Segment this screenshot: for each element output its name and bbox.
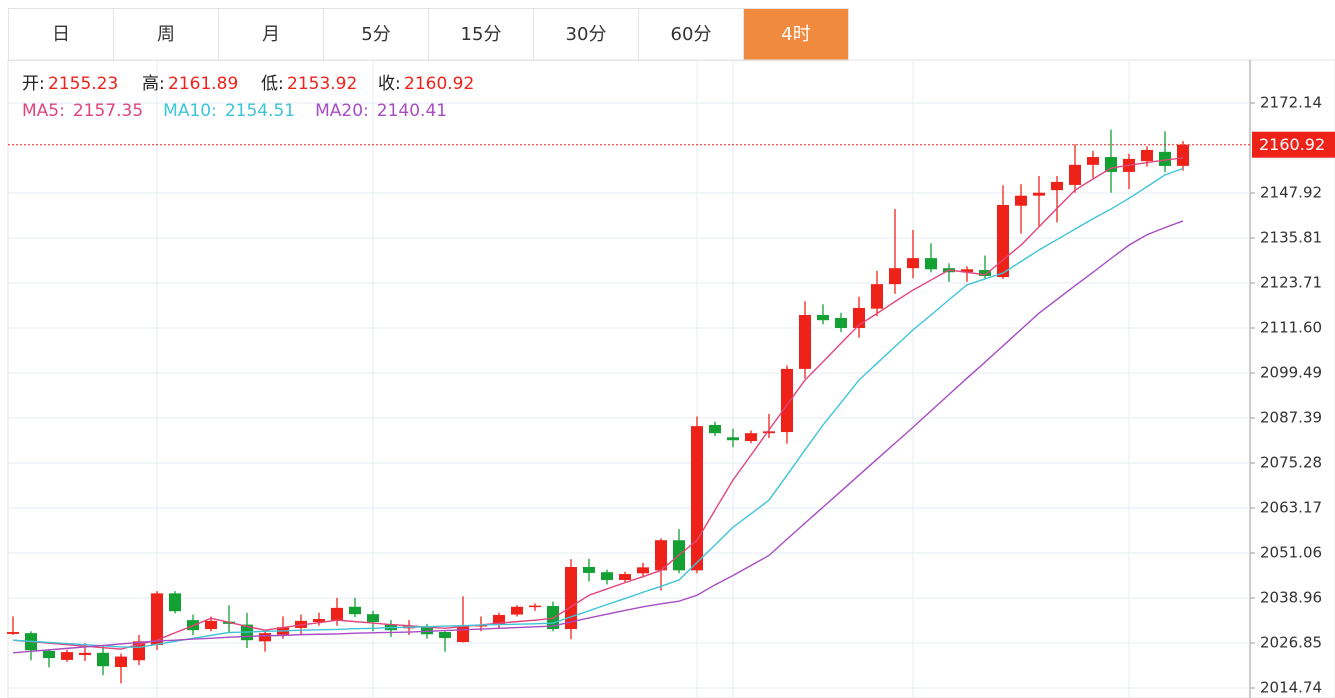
ma-line <box>12 157 1184 650</box>
period-tab[interactable]: 4时 <box>744 9 849 60</box>
candle-body <box>367 614 379 622</box>
candle-body <box>835 317 847 329</box>
y-tick-label: 2111.60 <box>1260 319 1322 337</box>
candle-body <box>709 425 721 434</box>
candle-body <box>151 593 163 646</box>
y-tick-label: 2026.85 <box>1260 633 1322 651</box>
ohlc-label: 低: <box>261 74 284 94</box>
candle-body <box>583 566 595 573</box>
candle-body <box>493 614 505 625</box>
ma-legend-label: MA20: <box>315 101 369 121</box>
ma-legend-label: MA10: <box>163 101 217 121</box>
candle-body <box>169 593 181 612</box>
candle-body <box>439 632 451 638</box>
period-tab[interactable]: 日 <box>9 9 114 60</box>
candle-body <box>7 632 19 634</box>
y-tick-label: 2051.06 <box>1260 544 1322 562</box>
candle-body <box>619 574 631 580</box>
plot-frame <box>7 59 1335 698</box>
candle-body <box>529 605 541 608</box>
candle-body <box>1105 157 1117 172</box>
y-tick-label: 2014.74 <box>1260 679 1322 697</box>
candle-body <box>997 204 1009 278</box>
candle-body <box>205 620 217 630</box>
candle-body <box>637 567 649 574</box>
candle-body <box>763 431 775 434</box>
candle-body <box>43 650 55 659</box>
candle-body <box>727 437 739 441</box>
candle-body <box>1177 144 1189 166</box>
y-tick-label: 2172.14 <box>1260 94 1322 112</box>
candle-body <box>871 284 883 309</box>
y-tick-label: 2099.49 <box>1260 364 1322 382</box>
candle-body <box>907 258 919 269</box>
candle-body <box>349 606 361 615</box>
candle-body <box>1069 164 1081 185</box>
ma-legend-label: MA5: <box>22 101 65 121</box>
candle-body <box>799 314 811 369</box>
candle-body <box>745 433 757 441</box>
period-tab[interactable]: 周 <box>114 9 219 60</box>
candle-body <box>691 426 703 571</box>
date-separators <box>156 60 1130 698</box>
last-price-tag <box>1252 131 1335 158</box>
tab-bar: 日周月 5分 15分 30分 60分 4时 <box>8 8 849 61</box>
ohlc-value: 2153.92 <box>287 74 357 94</box>
ohlc-value: 2160.92 <box>404 74 474 94</box>
ohlc-label: 高: <box>142 74 165 94</box>
candle-body <box>925 258 937 270</box>
ma-legend-value: 2140.41 <box>377 101 447 121</box>
ohlc-label: 收: <box>378 74 401 94</box>
candle-body <box>817 314 829 321</box>
candle-body <box>1051 181 1063 191</box>
y-tick-label: 2135.81 <box>1260 229 1322 247</box>
candle-body <box>889 268 901 285</box>
candle-body <box>565 566 577 630</box>
ma-legend-value: 2157.35 <box>73 101 143 121</box>
candle-body <box>97 652 109 667</box>
period-tab[interactable]: 60分 <box>639 9 744 60</box>
candle-body <box>313 619 325 622</box>
candle-body <box>601 572 613 580</box>
candle-body <box>115 656 127 667</box>
candle-body <box>979 270 991 276</box>
ohlc-value: 2161.89 <box>168 74 238 94</box>
candle-body <box>1033 192 1045 196</box>
candle-body <box>961 269 973 273</box>
candle-body <box>1087 157 1099 165</box>
candle-body <box>655 540 667 571</box>
y-tick-label: 2147.92 <box>1260 184 1322 202</box>
ohlc-value: 2155.23 <box>48 74 118 94</box>
ohlc-label: 开: <box>22 74 45 94</box>
y-tick-label: 2038.96 <box>1260 588 1322 606</box>
candle-body <box>511 606 523 615</box>
ma-legend-value: 2154.51 <box>225 101 295 121</box>
period-tab[interactable]: 月 <box>219 9 324 60</box>
y-tick-label: 2123.71 <box>1260 273 1322 291</box>
ma-line <box>12 167 1184 648</box>
ma-line <box>12 220 1184 654</box>
candle-body <box>133 641 145 661</box>
candle-body <box>457 626 469 643</box>
candle-body <box>79 652 91 656</box>
period-tab[interactable]: 30分 <box>534 9 639 60</box>
candle-body <box>1159 151 1171 166</box>
period-tab[interactable]: 5分 <box>324 9 429 60</box>
last-price-label: 2160.92 <box>1259 135 1325 154</box>
candle-body <box>259 633 271 642</box>
candle-body <box>61 652 73 660</box>
candle-body <box>331 607 343 621</box>
candle-body <box>781 368 793 433</box>
y-tick-label: 2063.17 <box>1260 499 1322 517</box>
y-tick-label: 2087.39 <box>1260 408 1322 426</box>
candle-body <box>1141 149 1153 162</box>
y-tick-label: 2075.28 <box>1260 453 1322 471</box>
candle-body <box>1015 195 1027 206</box>
period-tab[interactable]: 15分 <box>429 9 534 60</box>
